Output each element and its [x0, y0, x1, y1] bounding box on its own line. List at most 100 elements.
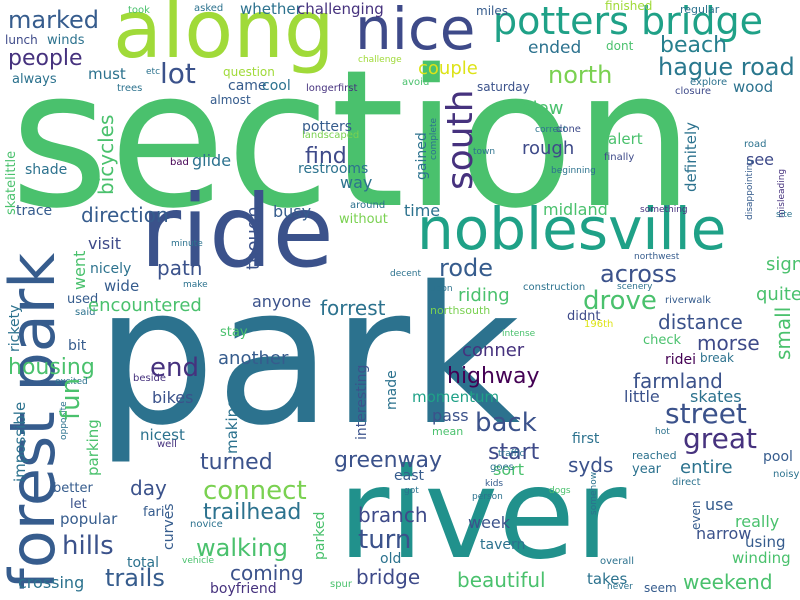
cloud-word: day: [130, 476, 167, 500]
cloud-word: nicely: [90, 261, 132, 277]
cloud-word: traffic: [498, 449, 525, 459]
cloud-word: street: [665, 397, 747, 430]
cloud-word: beach: [660, 33, 728, 58]
cloud-word: decent: [390, 269, 421, 279]
cloud-word: curves: [161, 503, 177, 550]
cloud-word: impossible: [11, 401, 29, 482]
cloud-word: dont: [606, 39, 634, 53]
cloud-word: direction: [81, 203, 169, 227]
cloud-word: riding: [458, 285, 510, 306]
cloud-word: bikes: [152, 388, 194, 407]
cloud-word: great: [683, 422, 758, 455]
cloud-word: distance: [658, 310, 743, 334]
cloud-word: syds: [568, 453, 614, 477]
cloud-word: person: [472, 492, 503, 502]
cloud-word: bad: [170, 157, 189, 168]
cloud-word: closure: [675, 86, 711, 97]
cloud-word: trees: [117, 83, 143, 94]
cloud-word: couple: [418, 58, 478, 79]
cloud-word: challenge: [358, 55, 402, 65]
cloud-word: asked: [194, 3, 224, 14]
cloud-word: highway: [447, 364, 540, 389]
cloud-word: tavern: [480, 537, 526, 553]
cloud-word: total: [127, 555, 160, 571]
cloud-word: well: [157, 439, 177, 450]
cloud-word: really: [735, 512, 780, 531]
cloud-word: direct: [672, 477, 701, 488]
cloud-word: gained: [414, 132, 430, 180]
cloud-word: quite: [756, 284, 800, 305]
cloud-word: spur: [330, 579, 353, 590]
cloud-word: use: [705, 495, 734, 514]
cloud-word: takes: [587, 570, 628, 588]
cloud-word: intense: [502, 329, 536, 339]
cloud-word: make: [183, 280, 208, 290]
cloud-word: town: [473, 147, 496, 157]
cloud-word: anyone: [252, 292, 312, 311]
cloud-word: people: [8, 46, 83, 71]
cloud-word: south: [440, 89, 481, 190]
cloud-word: 196th: [584, 319, 614, 330]
cloud-word: correct: [535, 125, 567, 135]
cloud-word: old: [380, 551, 402, 567]
cloud-word: trace: [16, 203, 53, 219]
cloud-word: better: [53, 481, 93, 496]
cloud-word: almost: [210, 93, 251, 107]
cloud-word: came: [228, 78, 267, 94]
cloud-word: lot: [160, 57, 196, 90]
cloud-word: entire: [680, 457, 733, 478]
cloud-word: scenery: [617, 282, 653, 292]
cloud-word: end: [150, 353, 199, 383]
cloud-word: bicycles: [94, 114, 118, 195]
cloud-word: nicest: [140, 426, 185, 444]
cloud-word: narrow: [696, 524, 752, 543]
cloud-word: something: [640, 205, 688, 215]
cloud-word: along: [113, 0, 335, 76]
cloud-word: road: [744, 139, 767, 150]
cloud-word: greenway: [334, 448, 443, 473]
cloud-word: rickety: [7, 304, 23, 352]
cloud-word: hague road: [658, 53, 795, 81]
cloud-word: disappointing: [745, 158, 755, 220]
cloud-word: noisy: [773, 469, 800, 480]
cloud-word: longerfirst: [306, 83, 358, 94]
cloud-word: saturday: [477, 80, 530, 94]
cloud-word: start: [488, 440, 540, 465]
cloud-word: making: [223, 398, 241, 454]
cloud-word: small: [771, 306, 795, 360]
cloud-word: site: [776, 210, 793, 220]
cloud-word: winding: [732, 549, 791, 567]
cloud-word: midland: [543, 200, 608, 219]
cloud-word: beginning: [551, 166, 596, 176]
cloud-word: momentum: [412, 388, 500, 406]
cloud-word: bridge: [356, 565, 421, 589]
cloud-word: around: [350, 200, 386, 211]
cloud-word: shade: [25, 162, 68, 178]
cloud-word: branch: [358, 503, 428, 527]
cloud-word: across: [600, 260, 677, 288]
cloud-word: walking: [196, 534, 289, 562]
cloud-word: didnt: [567, 309, 601, 324]
cloud-word: upon: [430, 284, 453, 294]
cloud-word: finished: [605, 0, 653, 13]
cloud-word: parking: [84, 419, 102, 476]
cloud-word: turned: [200, 450, 273, 475]
cloud-word: must: [88, 65, 126, 83]
cloud-word: conner: [462, 340, 525, 361]
cloud-word: ridei: [665, 352, 697, 368]
cloud-word: let: [70, 497, 87, 512]
cloud-word: somehow: [589, 471, 599, 515]
cloud-word: alert: [608, 130, 643, 148]
cloud-word: hot: [655, 427, 670, 437]
cloud-word: landscaped: [302, 130, 360, 141]
cloud-word: definitely: [682, 121, 700, 192]
cloud-word: goes: [490, 462, 514, 473]
cloud-word: explore: [690, 77, 728, 88]
cloud-word: back: [475, 408, 537, 438]
cloud-word: finally: [604, 152, 635, 163]
cloud-word: rode: [439, 254, 494, 282]
cloud-word: park: [95, 246, 521, 467]
cloud-word: trails: [105, 564, 165, 592]
cloud-word: sort: [493, 460, 524, 479]
cloud-word: section: [10, 29, 695, 250]
